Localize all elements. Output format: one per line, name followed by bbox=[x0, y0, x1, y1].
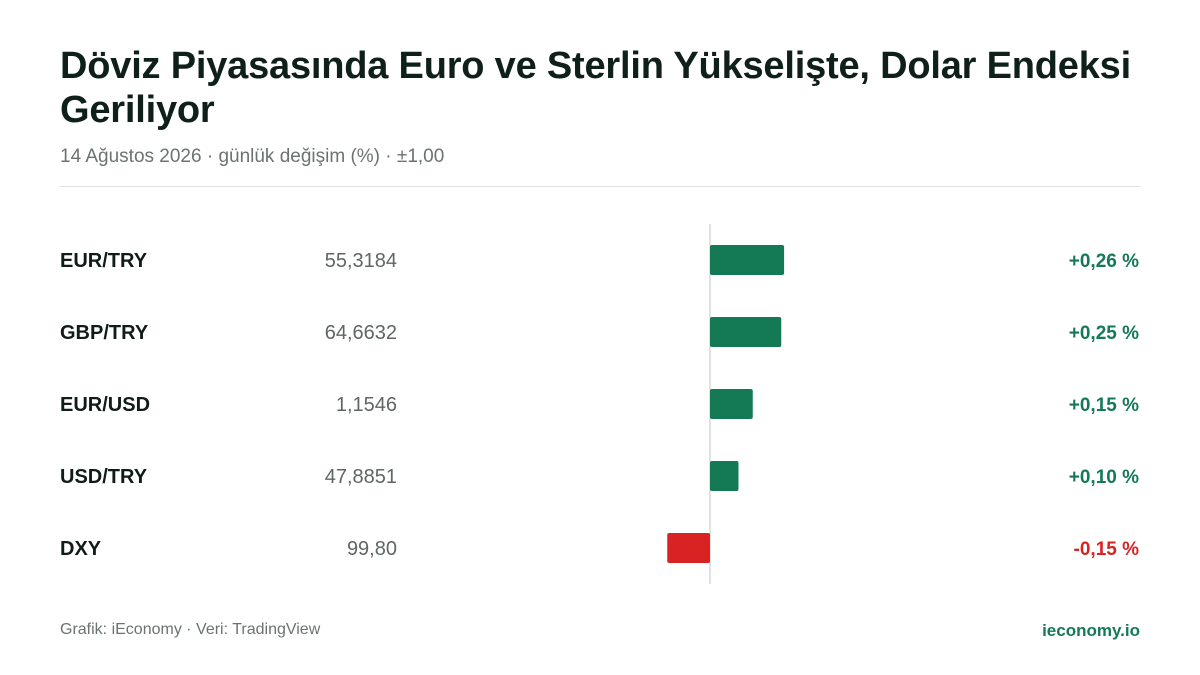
source-credit: Grafik: iEconomy · Veri: TradingView bbox=[60, 621, 321, 638]
category-label: DXY bbox=[60, 538, 102, 560]
chart-subtitle: 14 Ağustos 2026 · günlük değişim (%) · ±… bbox=[60, 146, 445, 167]
bar bbox=[710, 317, 782, 347]
brand-link[interactable]: ieconomy.io bbox=[1042, 621, 1140, 640]
bar bbox=[710, 245, 785, 275]
category-label: USD/TRY bbox=[60, 466, 148, 488]
value-label: +0,26 % bbox=[1069, 251, 1139, 272]
category-label: EUR/TRY bbox=[60, 250, 148, 272]
value-label: +0,15 % bbox=[1069, 395, 1139, 416]
price-label: 99,80 bbox=[347, 538, 397, 560]
value-label: +0,25 % bbox=[1069, 323, 1139, 344]
price-label: 64,6632 bbox=[325, 322, 397, 344]
bar bbox=[710, 389, 753, 419]
category-label: GBP/TRY bbox=[60, 322, 149, 344]
price-label: 47,8851 bbox=[325, 466, 397, 488]
chart-title: Döviz Piyasasında Euro ve Sterlin Yüksel… bbox=[60, 45, 1131, 131]
price-label: 1,1546 bbox=[336, 394, 397, 416]
header-divider bbox=[60, 186, 1140, 187]
category-label: EUR/USD bbox=[60, 394, 150, 416]
bar bbox=[710, 461, 739, 491]
bar bbox=[667, 533, 710, 563]
price-label: 55,3184 bbox=[325, 250, 397, 272]
value-label: +0,10 % bbox=[1069, 467, 1139, 488]
value-label: -0,15 % bbox=[1074, 539, 1140, 560]
